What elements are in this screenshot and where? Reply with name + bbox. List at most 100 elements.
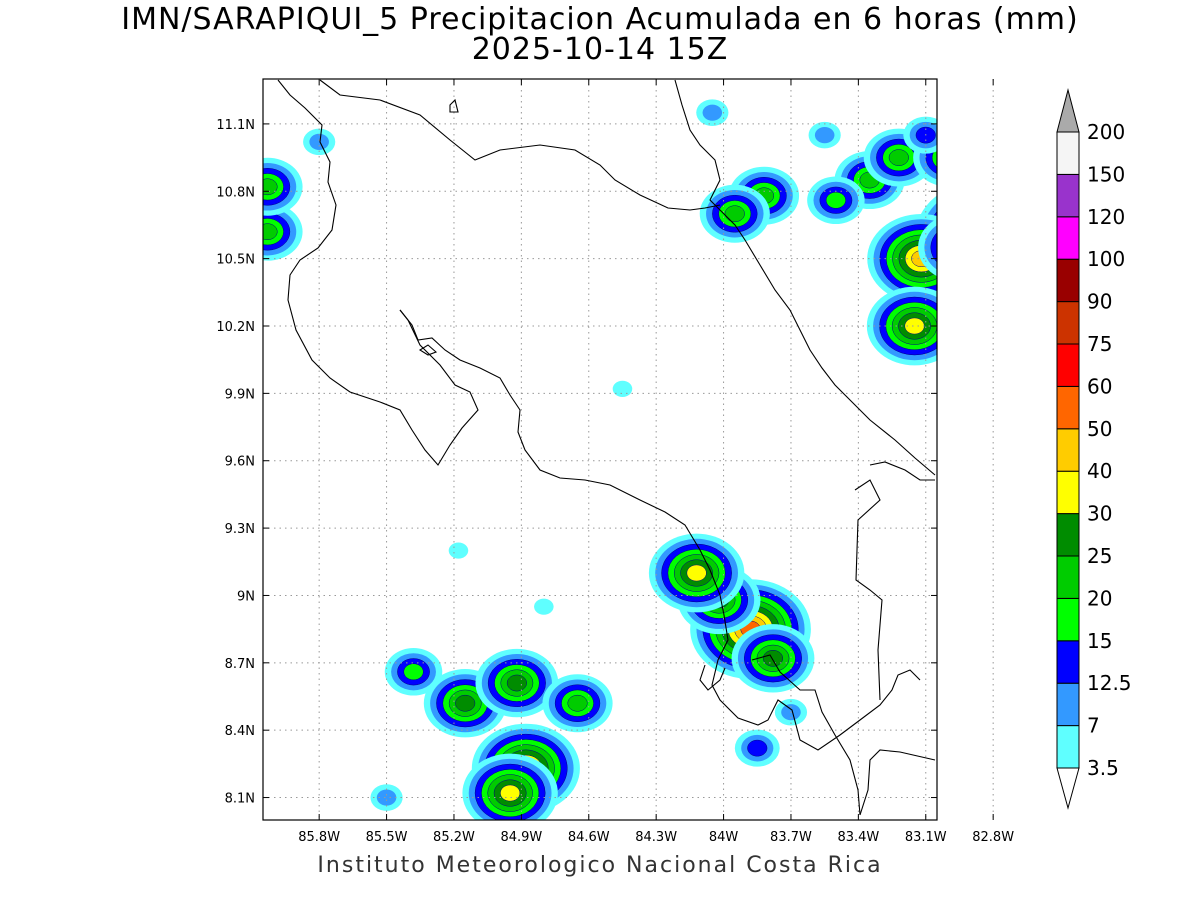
lon-tick-label: 85.5W	[366, 830, 408, 845]
precip-contour	[950, 239, 970, 255]
precip-contour	[938, 150, 958, 166]
lon-tick-label: 82.8W	[972, 830, 1014, 845]
precip-contour	[448, 542, 469, 559]
precip-cell	[462, 753, 558, 820]
precip-cell	[384, 648, 443, 696]
precip-cell	[303, 128, 336, 156]
lat-tick-label: 10.2N	[216, 320, 255, 335]
precip-contour	[376, 789, 397, 806]
precip-cell	[1011, 352, 1056, 389]
precip-contour	[612, 380, 633, 397]
map-subtitle: 2025-10-14 15Z	[471, 32, 729, 67]
precip-contour	[982, 184, 1027, 221]
precip-contour	[747, 739, 768, 757]
precip-cell	[696, 99, 729, 126]
colorbar-label: 75	[1087, 332, 1112, 356]
colorbar-segment	[1056, 725, 1080, 769]
precip-cell	[534, 598, 554, 615]
precip-contour	[953, 212, 1011, 260]
precip-cell	[808, 121, 841, 149]
precip-contour	[941, 202, 1024, 270]
precip-contour	[455, 694, 476, 712]
precip-contour	[1017, 273, 1037, 289]
lon-tick-label: 84W	[709, 830, 739, 845]
lat-tick-label: 8.4N	[225, 724, 255, 739]
precip-contour	[930, 232, 937, 263]
colorbar-segment	[1056, 555, 1080, 599]
map-frame	[262, 78, 938, 821]
precip-contour	[943, 234, 975, 261]
grid-lines	[263, 79, 994, 820]
precip-contour	[936, 244, 937, 250]
precip-cell	[734, 729, 780, 767]
precip-contour	[969, 174, 1039, 232]
lat-tick-label: 10.8N	[216, 185, 255, 200]
colorbar-low-arrow	[1056, 767, 1080, 810]
precip-contour	[263, 178, 278, 196]
colorbar-high-arrow	[1056, 88, 1080, 133]
precip-contour	[976, 179, 1034, 227]
precip-contour	[762, 650, 784, 667]
precip-contour	[933, 222, 937, 251]
colorbar-segment	[1056, 301, 1080, 345]
precip-cell	[612, 380, 633, 397]
lon-tick-label: 85.8W	[298, 830, 340, 845]
colorbar-segment	[1056, 343, 1080, 387]
colorbar-label: 30	[1087, 502, 1112, 526]
colorbar-segment	[1056, 470, 1080, 515]
colorbar-segment	[1056, 216, 1080, 260]
lat-tick-label: 10.5N	[216, 253, 255, 268]
lat-tick-label: 9N	[237, 589, 255, 604]
precip-contour	[972, 228, 992, 244]
border-nicaragua	[319, 79, 721, 211]
precip-contour	[931, 147, 937, 168]
colorbar-label: 90	[1087, 290, 1112, 314]
precip-contour	[985, 247, 1068, 315]
colorbar-segment	[1056, 597, 1080, 642]
precip-contour	[702, 104, 723, 121]
colorbar-label: 200	[1087, 120, 1125, 144]
colorbar-segment	[1056, 428, 1080, 472]
precip-contour	[1024, 363, 1044, 379]
coastline	[277, 79, 936, 816]
border-panama	[859, 749, 936, 816]
precip-cell	[903, 116, 937, 154]
precip-contour	[921, 202, 937, 270]
colorbar-label: 15	[1087, 629, 1112, 653]
precip-cell	[370, 784, 403, 811]
precip-contour	[567, 694, 588, 712]
precip-contour	[1004, 263, 1049, 300]
precip-contour	[814, 127, 835, 144]
precip-contour	[686, 564, 707, 582]
colorbar-label: 25	[1087, 544, 1112, 568]
colorbar-label: 7	[1087, 714, 1100, 738]
footer-credit: Instituto Meteorologico Nacional Costa R…	[317, 853, 883, 878]
lat-tick-label: 11.1N	[216, 118, 255, 133]
precip-cell	[807, 176, 865, 225]
latitude-axis: 11.1N 10.8N 10.5N 10.2N 9.9N 9.6N 9.3N 9N 8.7N 8.…	[216, 118, 937, 807]
lon-tick-label: 84.9W	[500, 830, 542, 845]
precip-contour	[403, 663, 424, 681]
lon-tick-label: 85.2W	[433, 830, 475, 845]
colorbar-segment	[1056, 131, 1080, 175]
precip-contour	[1011, 352, 1056, 389]
precip-contour	[995, 194, 1015, 210]
map-title: IMN/SARAPIQUI_5 Precipitacion Acumulada …	[121, 2, 1079, 37]
precip-cell	[969, 174, 1039, 232]
precip-contour	[724, 205, 745, 223]
precip-cell	[699, 184, 770, 243]
coastline-pacific	[277, 79, 479, 466]
precip-contour	[992, 252, 1062, 310]
burica-coast	[751, 654, 861, 816]
precip-cell	[918, 218, 975, 277]
precip-cell	[866, 286, 937, 366]
colorbar-label: 120	[1087, 205, 1125, 229]
lon-tick-label: 83.7W	[770, 830, 812, 845]
colorbar-label: 100	[1087, 247, 1125, 271]
colorbar-segment	[1056, 513, 1080, 557]
lon-tick-label: 84.6W	[568, 830, 610, 845]
precip-contour	[947, 207, 1017, 265]
precip-cell	[263, 157, 303, 216]
colorbar-segment	[1056, 682, 1080, 727]
